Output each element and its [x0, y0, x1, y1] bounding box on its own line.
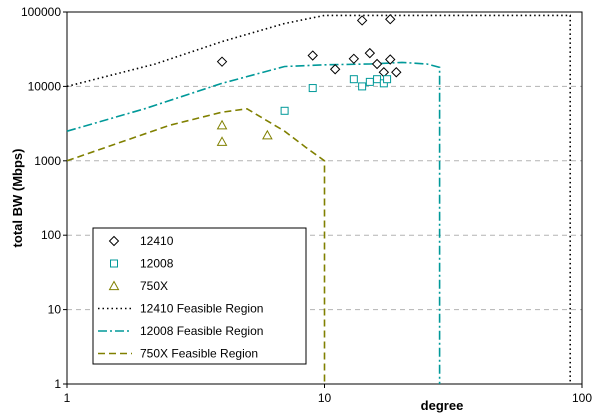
- data-point: [349, 75, 358, 84]
- y-axis-title: total BW (Mbps): [10, 149, 25, 248]
- data-point: [371, 58, 383, 70]
- data-point: [216, 119, 228, 130]
- data-point: [329, 64, 341, 75]
- y-tick-label: 1000: [34, 154, 61, 168]
- legend-entry-label: 12410 Feasible Region: [140, 302, 263, 316]
- y-tick-label: 10: [48, 303, 62, 317]
- data-point: [365, 77, 374, 86]
- legend-entry-label: 12008: [140, 257, 174, 271]
- legend-entry-label: 12008 Feasible Region: [140, 324, 263, 338]
- data-markers: [216, 14, 402, 146]
- data-point: [348, 53, 360, 64]
- feasible-region-line: [66, 61, 441, 384]
- feasible-region-line: [66, 107, 326, 384]
- data-point: [391, 67, 402, 78]
- y-tick-label: 1: [54, 377, 61, 391]
- legend-box: [92, 227, 307, 365]
- y-tick-label: 100: [41, 228, 61, 242]
- legend-entry-label: 750X Feasible Region: [140, 347, 258, 361]
- data-point: [216, 136, 228, 146]
- axis-ticks: 1 10 100 1000 10000 100000 1 10 100: [21, 5, 592, 405]
- data-point: [356, 15, 368, 26]
- x-axis-title: degree: [421, 398, 464, 413]
- data-point: [383, 75, 392, 84]
- x-tick-label: 10: [318, 391, 332, 405]
- data-point: [216, 56, 228, 67]
- data-point: [385, 54, 396, 65]
- y-tick-label: 100000: [21, 5, 61, 19]
- data-point: [307, 50, 318, 61]
- legend-marker: [108, 280, 120, 291]
- data-point: [385, 14, 396, 25]
- data-point: [280, 106, 289, 115]
- data-point: [358, 82, 367, 91]
- data-point: [262, 129, 273, 140]
- feasible-region-line: [66, 14, 572, 384]
- legend-marker: [110, 259, 118, 268]
- data-point: [308, 84, 317, 93]
- feasible-region-lines: [66, 14, 572, 384]
- legend-entry-label: 750X: [140, 279, 168, 293]
- legend-entry-label: 12410: [140, 234, 174, 248]
- data-point: [373, 75, 382, 84]
- data-point: [364, 47, 376, 59]
- x-tick-label: 1: [64, 391, 71, 405]
- legend-marker: [108, 235, 120, 247]
- y-tick-label: 10000: [28, 79, 62, 93]
- legend: 12410 12008 750X 12410 Feasible Region 12008…: [92, 227, 307, 365]
- x-tick-label: 100: [572, 391, 592, 405]
